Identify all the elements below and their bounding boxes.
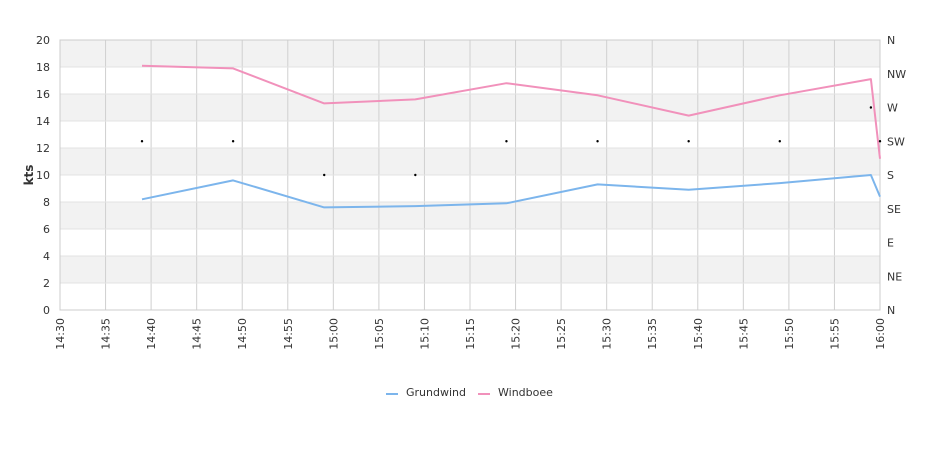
x-tick-label: 15:45: [737, 318, 750, 350]
direction-markers: [140, 106, 882, 177]
x-tick-label: 15:20: [510, 318, 523, 350]
direction-tick-label: S: [887, 169, 894, 182]
direction-tick-label: NE: [887, 270, 902, 283]
legend-item-grundwind[interactable]: Grundwind: [386, 386, 466, 399]
y-tick-label: 0: [43, 304, 50, 317]
x-tick-label: 15:10: [418, 318, 431, 350]
x-tick-label: 15:25: [555, 318, 568, 350]
y-tick-label: 2: [43, 277, 50, 290]
y-axis-ticks: 0 2 4 6 8 10 12 14 16 18 20: [36, 34, 50, 317]
direction-tick-label: NW: [887, 68, 906, 81]
legend-label-windboee: Windboee: [498, 386, 553, 399]
x-tick-label: 14:45: [191, 318, 204, 350]
x-tick-label: 16:00: [874, 318, 887, 350]
x-tick-label: 14:35: [100, 318, 113, 350]
series-line-grundwind: [141, 174, 881, 209]
direction-marker: [596, 140, 599, 143]
direction-marker: [687, 140, 690, 143]
direction-tick-label: N: [887, 34, 895, 47]
x-tick-label: 15:50: [783, 318, 796, 350]
x-axis-ticks: 14:30 14:35 14:40 14:45 14:50 14:55 15:00 15:05…: [54, 318, 887, 350]
y-tick-label: 20: [36, 34, 50, 47]
direction-tick-label: N: [887, 304, 895, 317]
y-tick-label: 16: [36, 88, 50, 101]
x-tick-label: 14:50: [236, 318, 249, 350]
x-tick-label: 15:40: [692, 318, 705, 350]
x-tick-label: 15:05: [373, 318, 386, 350]
x-tick-label: 15:15: [464, 318, 477, 350]
x-tick-label: 15:00: [327, 318, 340, 350]
y-tick-label: 8: [43, 196, 50, 209]
plot-border: [59, 39, 881, 311]
x-tick-label: 14:55: [282, 318, 295, 350]
direction-marker: [323, 173, 326, 177]
legend-item-windboee[interactable]: Windboee: [478, 386, 553, 399]
legend-label-grundwind: Grundwind: [406, 386, 466, 399]
x-tick-label: 15:30: [601, 318, 614, 350]
series-line-windboee: [141, 64, 881, 159]
series-lines: [141, 64, 881, 209]
y-tick-label: 10: [36, 169, 50, 182]
direction-tick-label: W: [887, 102, 898, 115]
y-tick-label: 12: [36, 142, 50, 155]
x-tick-label: 14:40: [145, 318, 158, 350]
y-axis-label: kts: [22, 165, 36, 186]
direction-tick-label: SE: [887, 203, 901, 216]
y-tick-label: 18: [36, 61, 50, 74]
y-tick-label: 4: [43, 250, 50, 263]
direction-marker: [414, 173, 417, 177]
direction-axis-ticks: N NE E SE S SW W NW N: [887, 34, 906, 317]
direction-marker: [140, 140, 144, 143]
direction-tick-label: E: [887, 237, 894, 250]
y-tick-label: 14: [36, 115, 50, 128]
direction-tick-label: SW: [887, 135, 905, 148]
direction-marker: [505, 140, 508, 143]
y-tick-label: 6: [43, 223, 50, 236]
direction-marker: [778, 140, 781, 143]
x-tick-label: 14:30: [54, 318, 67, 350]
direction-marker: [869, 106, 873, 109]
x-tick-label: 15:35: [646, 318, 659, 350]
legend: Grundwind Windboee: [386, 386, 553, 399]
direction-marker: [231, 140, 235, 143]
x-tick-label: 15:55: [828, 318, 841, 350]
direction-marker: [878, 140, 882, 143]
